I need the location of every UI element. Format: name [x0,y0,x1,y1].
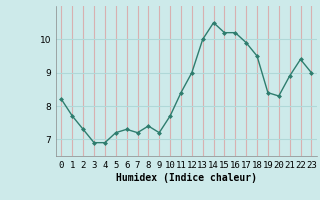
X-axis label: Humidex (Indice chaleur): Humidex (Indice chaleur) [116,173,257,183]
